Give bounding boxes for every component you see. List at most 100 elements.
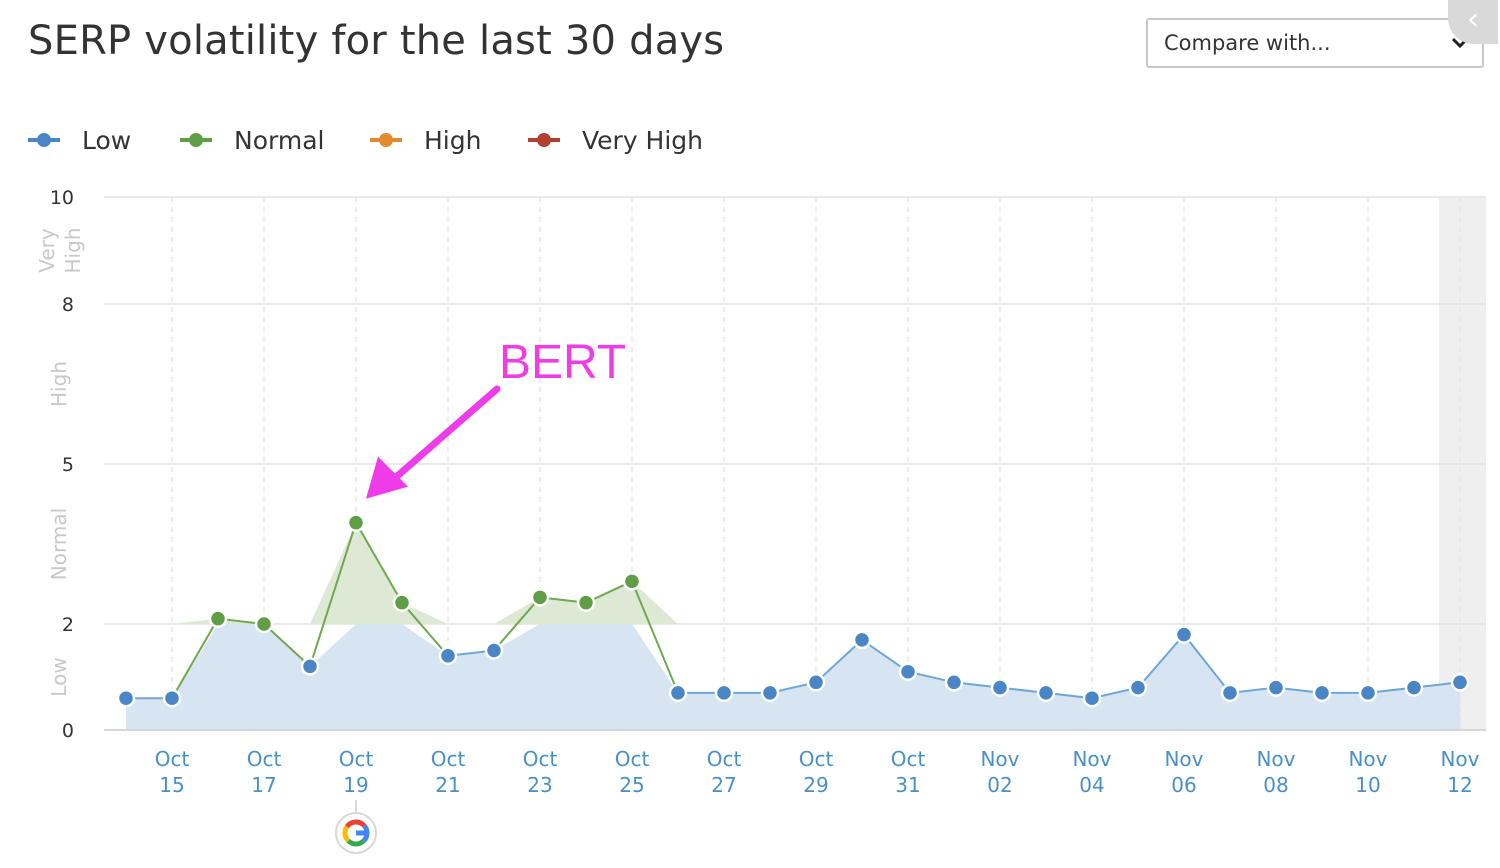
google-icon-bar	[356, 830, 368, 836]
x-tick-label: 04	[1079, 773, 1104, 797]
y-tick-label: 2	[62, 614, 74, 636]
series-line-segment	[263, 623, 311, 668]
y-tick-label: 5	[62, 454, 74, 476]
band-label: High	[61, 228, 85, 274]
series-line-segment	[355, 522, 403, 604]
data-point	[392, 593, 412, 612]
x-tick-label: Oct	[615, 747, 650, 771]
series-line-segment	[815, 639, 863, 684]
band-label: Normal	[47, 508, 71, 580]
normal-area	[126, 522, 1460, 624]
data-point	[438, 646, 458, 666]
legend-item-very-high[interactable]: Very High	[528, 120, 703, 160]
data-point	[806, 673, 826, 692]
data-point	[300, 657, 320, 676]
x-tick-label: 21	[435, 773, 460, 797]
compare-with-label: Compare with...	[1164, 31, 1331, 55]
data-point	[1450, 673, 1470, 692]
x-tick-label: 08	[1263, 773, 1288, 797]
data-point	[1404, 678, 1424, 697]
data-point	[1266, 678, 1286, 697]
data-point	[116, 688, 136, 708]
x-tick-label: 10	[1355, 773, 1380, 797]
data-point	[346, 513, 366, 532]
data-point	[1128, 678, 1148, 697]
legend-label: Very High	[582, 125, 704, 155]
data-point	[1220, 683, 1240, 703]
x-tick-label: Nov	[1072, 747, 1111, 771]
x-tick-label: Nov	[1440, 747, 1479, 771]
x-tick-label: Oct	[155, 747, 190, 771]
data-point	[622, 572, 642, 591]
band-label: Low	[47, 657, 71, 696]
x-tick-label: Oct	[523, 747, 558, 771]
data-point	[990, 678, 1010, 697]
legend-item-normal[interactable]: Normal	[180, 120, 324, 160]
band-label: Very	[35, 228, 59, 273]
y-tick-label: 0	[62, 720, 74, 742]
series-line-segment	[631, 580, 679, 694]
series-line-segment	[493, 596, 541, 652]
data-point	[1358, 683, 1378, 703]
x-tick-label: Oct	[431, 747, 466, 771]
data-point	[1312, 683, 1332, 703]
chevron-left-icon: ‹	[1467, 2, 1479, 37]
series-line-segment	[401, 602, 449, 657]
x-tick-label: Oct	[339, 747, 374, 771]
google-icon-arc	[342, 825, 351, 843]
annotation-arrow-shaft	[388, 385, 501, 485]
low-area	[126, 624, 1460, 730]
band-label-group: Very High	[35, 228, 85, 274]
legend-marker-icon	[528, 133, 560, 147]
x-tick-label: 06	[1171, 773, 1196, 797]
series-line-segment	[171, 618, 219, 699]
x-tick-label: 27	[711, 773, 736, 797]
x-tick-label: Nov	[1256, 747, 1295, 771]
legend-dot	[189, 133, 203, 147]
x-tick-label: Nov	[1348, 747, 1387, 771]
x-tick-label: 02	[987, 773, 1012, 797]
x-tick-label: 31	[895, 773, 920, 797]
close-button[interactable]: ‹	[1448, 0, 1498, 44]
data-point	[714, 683, 734, 703]
legend-marker-icon	[180, 133, 212, 147]
data-point	[1174, 625, 1194, 644]
legend-item-high[interactable]: High	[370, 120, 481, 160]
legend-label: High	[424, 125, 482, 155]
x-tick-label: Nov	[1164, 747, 1203, 771]
y-tick-label: 8	[62, 294, 74, 316]
data-point	[898, 662, 918, 681]
series-line-segment	[309, 522, 357, 667]
data-point	[208, 609, 228, 628]
data-point	[162, 688, 182, 708]
compare-with-select[interactable]: Compare with...	[1146, 18, 1484, 68]
legend-marker-icon	[370, 133, 402, 147]
legend-dot	[379, 133, 393, 147]
band-label-group: High	[47, 361, 71, 407]
legend-label: Normal	[234, 125, 325, 155]
google-icon-arc	[344, 819, 367, 829]
data-point	[852, 630, 872, 650]
x-tick-label: Oct	[707, 747, 742, 771]
legend-item-low[interactable]: Low	[28, 120, 131, 160]
annotation-arrow-head	[366, 456, 408, 499]
data-point	[254, 614, 274, 634]
x-tick-label: Oct	[799, 747, 834, 771]
legend-label: Low	[82, 125, 132, 155]
x-tick-label: 19	[343, 773, 368, 797]
x-tick-label: 23	[527, 773, 552, 797]
legend-marker-icon	[28, 133, 60, 147]
x-tick-label: Nov	[980, 747, 1019, 771]
x-tick-label: Oct	[891, 747, 926, 771]
data-point	[530, 588, 550, 607]
data-point	[944, 673, 964, 692]
band-label: High	[47, 361, 71, 407]
data-point	[484, 641, 504, 660]
x-tick-label: 17	[251, 773, 276, 797]
data-point	[760, 683, 780, 703]
x-tick-label: 29	[803, 773, 828, 797]
x-tick-label: Oct	[247, 747, 282, 771]
x-tick-label: 25	[619, 773, 644, 797]
series-line-segment	[861, 639, 909, 673]
y-tick-label: 10	[50, 187, 74, 209]
